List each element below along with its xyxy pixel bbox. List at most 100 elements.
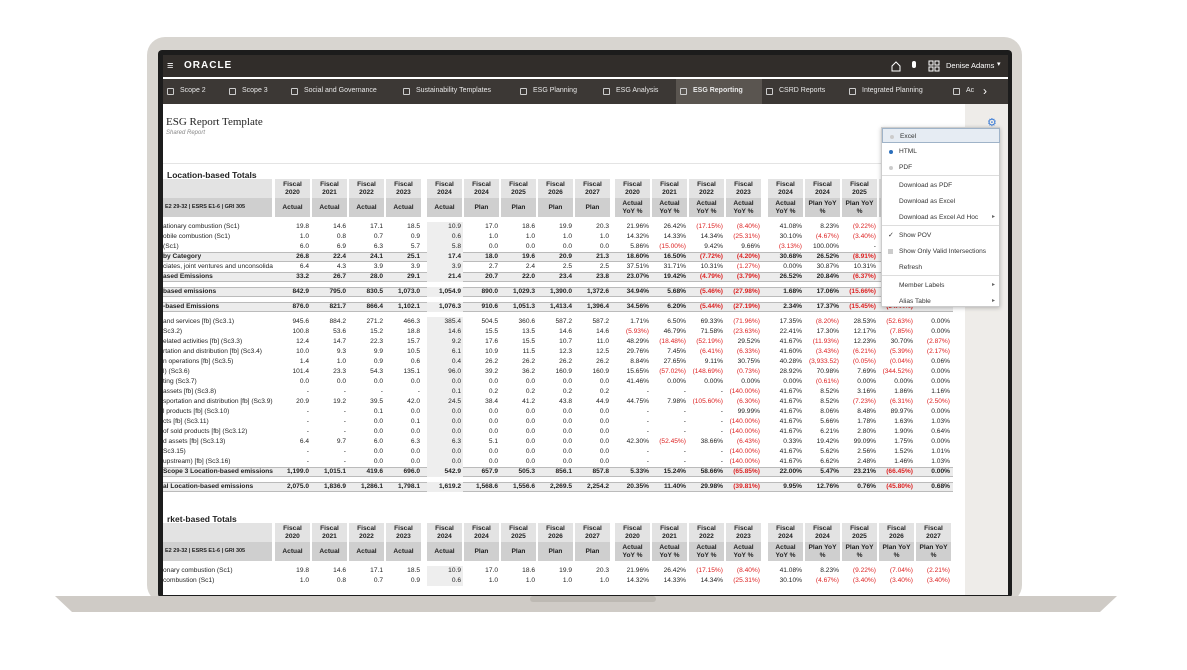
tab[interactable]: CSRD Reports [762, 79, 845, 104]
column-subheader: Plan YoY % [842, 542, 878, 561]
tab[interactable]: ESG Reporting [676, 79, 762, 104]
data-cell: 12.76% [816, 483, 839, 490]
tab[interactable]: ESG Planning [516, 79, 599, 104]
tab-label[interactable]: Integrated Planning [862, 87, 923, 94]
tab[interactable]: Scope 2 [163, 79, 225, 104]
data-cell: 21.4 [427, 272, 463, 282]
data-cell: (105.60%) [692, 398, 723, 405]
tab[interactable]: ESG Analysis [599, 79, 676, 104]
menu-item-label[interactable]: Show POV [899, 232, 932, 239]
data-cell: (8.20%) [815, 318, 839, 325]
data-cell: 795.0 [329, 288, 346, 295]
tab-scroll-arrow[interactable]: › [983, 84, 987, 98]
menu-item-label[interactable]: Download as Excel [899, 198, 956, 205]
data-cell: 0.0 [599, 418, 609, 425]
menu-item[interactable]: HTML [882, 144, 1000, 159]
logo[interactable]: ORACLE [184, 60, 233, 71]
tab-label[interactable]: ESG Planning [533, 87, 577, 94]
data-cell: (3,933.52) [808, 358, 839, 365]
data-cell: (7.72%) [699, 253, 723, 260]
menu-item-label[interactable]: Refresh [899, 264, 923, 271]
menu-item[interactable]: Member Labels ▸ [882, 278, 1000, 293]
data-cell: 0.0 [427, 457, 463, 467]
menu-item[interactable]: Show Only Valid Intersections [882, 244, 1000, 259]
data-cell: 99.09% [853, 438, 876, 445]
menu-item[interactable]: Refresh [882, 260, 1000, 275]
data-cell: 9.3 [336, 348, 346, 355]
data-cell: 14.33% [663, 233, 686, 240]
data-cell: 0.0 [562, 418, 572, 425]
menu-item-label[interactable]: PDF [899, 164, 913, 171]
grid-icon[interactable] [928, 60, 934, 66]
menu-item[interactable]: Download as PDF [882, 178, 1000, 193]
data-cell: 22.00% [779, 468, 802, 475]
menu-item-label[interactable]: Alias Table [899, 298, 931, 305]
data-cell: 884.2 [329, 318, 346, 325]
menu-item-label[interactable]: Show Only Valid Intersections [899, 248, 987, 255]
tab[interactable]: Scope 3 [225, 79, 287, 104]
tab[interactable]: Ac [949, 79, 974, 104]
tab-label[interactable]: Ac [966, 87, 975, 94]
user-caret[interactable]: ▾ [997, 61, 1001, 68]
data-cell: 71.58% [700, 328, 723, 335]
column-header: Fiscal 2023 [386, 179, 422, 198]
menu-item-label[interactable]: Excel [900, 133, 917, 140]
data-cell: 0.0 [599, 438, 609, 445]
tab-label[interactable]: Social and Governance [304, 87, 377, 94]
data-cell: 0.00% [704, 378, 723, 385]
data-cell: 2.7 [488, 263, 498, 270]
menu-item-label[interactable]: Download as Excel Ad Hoc [899, 214, 979, 221]
data-cell: 0.0 [562, 428, 572, 435]
data-cell: 46.79% [663, 328, 686, 335]
data-cell: 53.6 [333, 328, 346, 335]
data-cell: 41.67% [779, 428, 802, 435]
menu-item-label[interactable]: HTML [899, 148, 917, 155]
hamburger-icon[interactable]: ≡ [167, 60, 174, 72]
menu-item[interactable]: Download as Excel Ad Hoc ▸ [882, 210, 1000, 225]
tab[interactable]: Sustainability Templates [399, 79, 516, 104]
report-table: Location-based Totals E2 29-32 | ESRS E1-… [163, 55, 965, 595]
data-cell: 1,199.0 [287, 468, 309, 475]
tab-label[interactable]: ESG Analysis [616, 87, 659, 94]
data-cell: 1.68% [783, 288, 802, 295]
tab-label[interactable]: Scope 2 [180, 87, 206, 94]
tab[interactable]: Social and Governance [287, 79, 399, 104]
data-cell: (3.40%) [852, 233, 876, 240]
mic-icon[interactable] [912, 61, 916, 68]
data-cell: 0.0 [525, 408, 535, 415]
data-cell: 1.03% [931, 418, 950, 425]
data-cell: (39.81%) [733, 483, 760, 490]
data-cell: 0.0 [373, 458, 383, 465]
data-cell: 6.62% [820, 458, 839, 465]
settings-gear[interactable]: ⚙ [987, 117, 997, 129]
tab-label[interactable]: Sustainability Templates [416, 87, 491, 94]
column-subheader: Actual [386, 198, 422, 217]
menu-item[interactable]: Download as Excel [882, 194, 1000, 209]
data-cell: (8.91%) [852, 253, 876, 260]
data-cell: 6.0 [299, 243, 309, 250]
column-subheader: Plan [538, 542, 574, 561]
data-cell: 28.92% [779, 368, 802, 375]
data-cell: 11.40% [664, 483, 686, 490]
menu-item-label[interactable]: Member Labels [899, 282, 945, 289]
data-cell: 6.0 [373, 438, 383, 445]
menu-item[interactable]: PDF [882, 160, 1000, 175]
data-cell: 0.6 [427, 232, 463, 242]
tab[interactable]: Integrated Planning [845, 79, 949, 104]
menu-item[interactable]: Excel [882, 128, 1000, 143]
data-cell: 14.6 [333, 567, 346, 574]
tab-label[interactable]: ESG Reporting [693, 87, 743, 94]
divider [163, 163, 965, 164]
menu-item[interactable]: Show POV ✓ [882, 228, 1000, 243]
user-menu[interactable]: Denise Adams [946, 61, 995, 70]
data-cell: 0.0 [488, 458, 498, 465]
menu-item-label[interactable]: Download as PDF [899, 182, 953, 189]
data-cell: 0.0 [427, 427, 463, 437]
tab-label[interactable]: CSRD Reports [779, 87, 826, 94]
data-cell: (7.23%) [852, 398, 876, 405]
row-label: Sc3.15) [163, 448, 186, 455]
menu-item[interactable]: Alias Table ▸ [882, 294, 1000, 309]
home-icon[interactable] [891, 61, 901, 72]
tab-label[interactable]: Scope 3 [242, 87, 268, 94]
row-label: l products [fb] (Sc3.10) [163, 408, 230, 415]
